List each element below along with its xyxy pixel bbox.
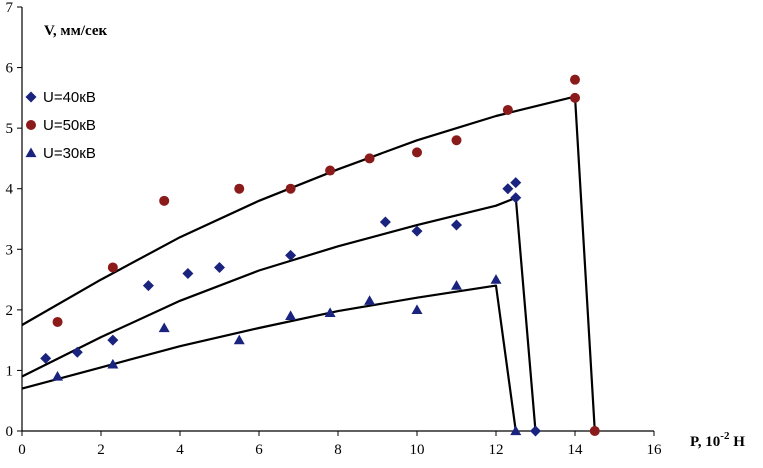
data-point — [364, 295, 376, 305]
data-point — [324, 307, 336, 318]
x-tick-label: 6 — [255, 442, 263, 458]
x-axis-label-base: P, 10 — [690, 434, 720, 450]
data-point — [52, 316, 63, 327]
data-point — [142, 280, 154, 292]
data-point — [107, 334, 119, 346]
data-point — [510, 425, 522, 436]
data-point — [71, 346, 83, 358]
y-axis-label: V, мм/сек — [44, 23, 107, 39]
data-point — [40, 352, 52, 364]
x-tick-label: 10 — [410, 442, 425, 458]
y-tick-label: 5 — [6, 121, 14, 137]
data-point — [530, 425, 541, 437]
legend: U=40кВ U=50кВ U=30кВ — [25, 89, 96, 162]
trend-lines — [21, 95, 596, 432]
data-point — [570, 92, 580, 103]
data-point — [364, 153, 375, 164]
x-tick-label: 14 — [568, 442, 584, 458]
data-point — [510, 192, 522, 204]
x-tick-label: 0 — [18, 442, 26, 458]
x-tick-label: 2 — [97, 442, 105, 458]
data-point — [411, 304, 423, 314]
y-tick-label: 4 — [6, 182, 14, 198]
trend-line-0 — [21, 196, 537, 432]
trend-line-2 — [21, 284, 517, 432]
y-tick-label: 1 — [6, 363, 14, 379]
data-point — [233, 334, 245, 345]
x-tick-label: 12 — [489, 442, 504, 458]
legend-marker — [25, 147, 37, 158]
data-point — [234, 183, 245, 194]
data-point — [411, 225, 423, 237]
data-point — [52, 370, 64, 381]
data-point — [570, 74, 580, 85]
data-point — [451, 280, 462, 290]
legend-marker — [25, 91, 37, 103]
data-point — [589, 426, 600, 436]
y-tick-label: 2 — [6, 303, 14, 319]
data-point — [451, 135, 462, 146]
data-point — [379, 216, 391, 228]
legend-label: U=40кВ — [43, 89, 96, 106]
data-point — [182, 268, 194, 280]
trend-line-1 — [21, 95, 596, 432]
data-point — [159, 195, 170, 206]
x-axis-label-exponent: -2 — [720, 430, 730, 442]
data-point — [502, 104, 513, 115]
data-point — [510, 177, 522, 189]
data-point — [285, 249, 297, 261]
x-tick-label: 8 — [334, 442, 342, 458]
data-point — [285, 183, 296, 194]
data-point — [158, 322, 170, 333]
data-point — [214, 261, 225, 273]
x-tick-label: 16 — [647, 442, 663, 458]
data-point — [325, 165, 336, 176]
data-point — [412, 147, 422, 158]
y-tick-label: 3 — [6, 242, 14, 258]
y-tick-label: 7 — [6, 0, 14, 16]
x-tick-label: 4 — [176, 442, 184, 458]
data-point — [107, 262, 118, 273]
data-point — [107, 358, 119, 369]
y-tick-label: 6 — [6, 61, 14, 77]
legend-label: U=50кВ — [43, 117, 96, 134]
legend-label: U=30кВ — [43, 145, 96, 162]
x-axis-label-unit: Н — [729, 434, 745, 450]
y-tick-label: 0 — [6, 424, 14, 440]
data-point — [285, 310, 297, 321]
data-point — [502, 183, 514, 195]
data-points — [40, 74, 600, 437]
data-point — [451, 219, 462, 231]
legend-marker — [26, 120, 36, 130]
data-point — [490, 274, 502, 284]
x-axis-label: P, 10-2 Н — [690, 430, 745, 450]
